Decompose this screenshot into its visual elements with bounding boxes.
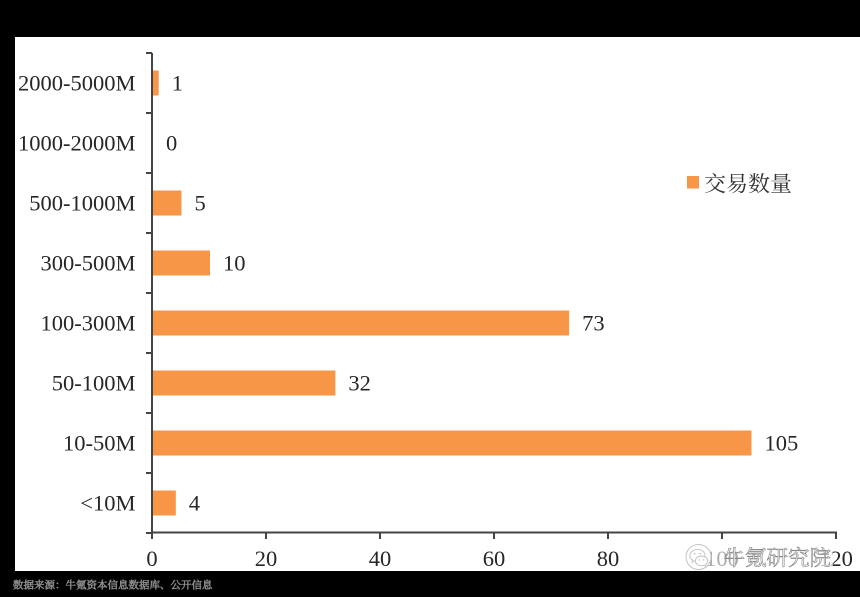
svg-text:10-50M: 10-50M	[63, 430, 136, 455]
svg-text:10: 10	[223, 250, 246, 275]
svg-text:300-500M: 300-500M	[41, 250, 136, 275]
svg-text:100-300M: 100-300M	[41, 310, 136, 335]
svg-text:50-100M: 50-100M	[52, 370, 136, 395]
svg-text:500-1000M: 500-1000M	[29, 190, 135, 215]
svg-text:60: 60	[483, 546, 506, 571]
svg-text:0: 0	[166, 130, 177, 155]
svg-text:5: 5	[195, 190, 206, 215]
svg-text:<10M: <10M	[80, 490, 135, 515]
svg-text:40: 40	[369, 546, 392, 571]
svg-text:2000-5000M: 2000-5000M	[18, 70, 136, 95]
svg-text:0: 0	[146, 546, 157, 571]
svg-text:80: 80	[597, 546, 620, 571]
svg-text:73: 73	[582, 310, 605, 335]
svg-text:32: 32	[348, 370, 371, 395]
svg-text:4: 4	[189, 490, 200, 515]
svg-text:1000-2000M: 1000-2000M	[18, 130, 136, 155]
svg-text:1: 1	[172, 70, 183, 95]
svg-text:105: 105	[765, 430, 799, 455]
svg-text:20: 20	[255, 546, 278, 571]
